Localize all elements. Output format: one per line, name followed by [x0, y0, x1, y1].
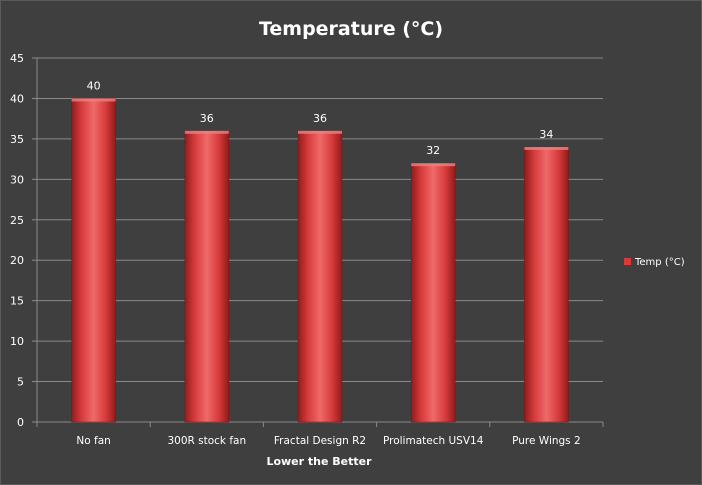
data-label: 36: [200, 112, 214, 125]
x-axis-label: Lower the Better: [266, 455, 372, 468]
data-label: 34: [539, 128, 553, 141]
data-labels: 40 36 36 32 34: [87, 79, 554, 157]
x-tick-label: No fan: [76, 435, 110, 447]
bar-top-highlight: [71, 98, 116, 102]
bar-top-highlight: [524, 146, 569, 150]
y-tick-label: 35: [10, 133, 24, 146]
legend-label: Temp (°C): [634, 257, 685, 268]
bar-top-highlight: [184, 130, 229, 134]
bar: [71, 98, 116, 423]
x-tick-label: Fractal Design R2: [274, 435, 366, 447]
bars: [71, 98, 569, 423]
data-label: 40: [87, 79, 101, 92]
x-tick-label: Prolimatech USV14: [383, 435, 484, 447]
y-tick-label: 5: [17, 376, 24, 389]
y-tick-label: 0: [17, 416, 24, 429]
bar-top-highlight: [298, 130, 342, 134]
x-tick-label: Pure Wings 2: [512, 435, 581, 447]
x-tick-labels: No fan 300R stock fan Fractal Design R2 Pro…: [76, 435, 580, 447]
bar: [297, 130, 343, 423]
data-label: 32: [426, 144, 440, 157]
data-label: 36: [313, 112, 327, 125]
y-tick-label: 30: [10, 173, 24, 186]
y-tick-label: 20: [10, 254, 24, 267]
y-tick-label: 45: [10, 52, 24, 65]
x-tick-label: 300R stock fan: [167, 435, 246, 447]
chart-title: Temperature (°C): [259, 18, 443, 40]
bar: [410, 162, 456, 423]
bar-top-highlight: [411, 163, 456, 167]
y-tick-label: 40: [10, 92, 24, 105]
y-tick-label: 15: [10, 295, 24, 308]
y-tick-labels: 0 5 10 15 20 25 30 35 40 45: [10, 52, 24, 429]
legend-swatch: [624, 258, 631, 265]
y-tick-label: 10: [10, 335, 24, 348]
bar: [184, 130, 230, 423]
y-tick-label: 25: [10, 214, 24, 227]
bar: [524, 146, 569, 423]
legend: Temp (°C): [624, 257, 685, 268]
